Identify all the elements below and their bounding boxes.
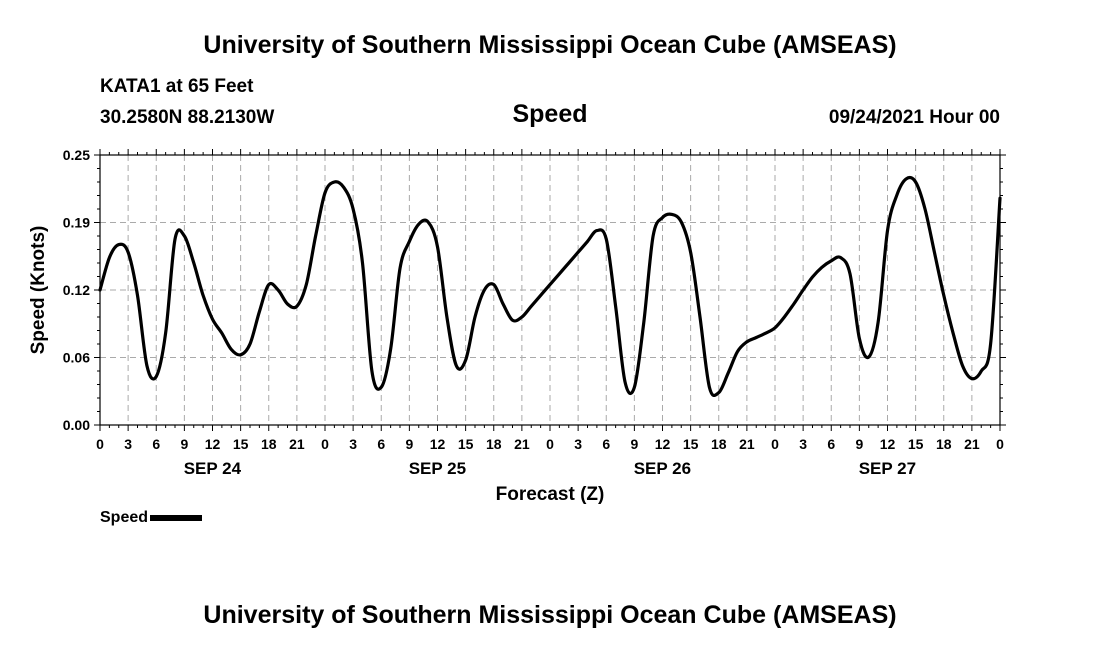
x-tick-label: 6 <box>377 436 385 452</box>
x-tick-label: 15 <box>458 436 474 452</box>
grid-lines <box>100 155 1000 425</box>
x-tick-label: 15 <box>233 436 249 452</box>
y-tick-label: 0.19 <box>63 215 90 231</box>
station-label: KATA1 at 65 Feet <box>100 76 254 97</box>
x-tick-label: 12 <box>655 436 671 452</box>
x-tick-label: 9 <box>855 436 863 452</box>
x-tick-label: 0 <box>321 436 329 452</box>
plot-title: Speed <box>512 100 588 128</box>
x-tick-label: 21 <box>739 436 755 452</box>
date-label: SEP 25 <box>409 459 466 478</box>
series-line-speed <box>98 175 1002 398</box>
x-tick-label: 6 <box>602 436 610 452</box>
x-tick-label: 3 <box>574 436 582 452</box>
x-tick-label: 6 <box>152 436 160 452</box>
x-tick-label: 21 <box>964 436 980 452</box>
legend-label: Speed <box>100 509 149 526</box>
x-tick-label: 21 <box>514 436 530 452</box>
x-tick-label: 0 <box>546 436 554 452</box>
date-labels: SEP 24 SEP 25 SEP 26 SEP 27 <box>184 459 916 478</box>
x-tick-label: 3 <box>349 436 357 452</box>
x-tick-label: 0 <box>996 436 1004 452</box>
x-tick-label: 9 <box>630 436 638 452</box>
legend: Speed <box>100 509 203 527</box>
date-label: SEP 27 <box>859 459 916 478</box>
y-tick-label: 0.00 <box>63 417 90 433</box>
x-tick-label: 3 <box>124 436 132 452</box>
y-tick-labels: 0.00 0.06 0.12 0.19 0.25 <box>63 147 90 433</box>
datetime-label: 09/24/2021 Hour 00 <box>828 107 1000 128</box>
x-tick-label: 6 <box>827 436 835 452</box>
x-tick-label: 18 <box>261 436 277 452</box>
x-tick-label: 3 <box>799 436 807 452</box>
date-label: SEP 26 <box>634 459 691 478</box>
y-tick-label: 0.06 <box>63 350 90 366</box>
x-tick-label: 15 <box>683 436 699 452</box>
y-tick-label: 0.25 <box>63 147 90 163</box>
x-tick-label: 18 <box>936 436 952 452</box>
x-tick-label: 21 <box>289 436 305 452</box>
x-tick-label: 18 <box>486 436 502 452</box>
coordinates-label: 30.2580N 88.2130W <box>100 107 275 128</box>
x-tick-label: 12 <box>205 436 221 452</box>
x-tick-labels: 0 3 6 9 12 15 18 21 0 3 6 9 12 15 18 21 0 3 6 9 12 15 18 21 0 3 6 9… <box>96 436 1004 452</box>
y-axis-title: Speed (Knots) <box>28 226 49 355</box>
top-title: University of Southern Mississippi Ocean… <box>203 31 897 59</box>
x-axis-title: Forecast (Z) <box>496 484 605 505</box>
x-tick-label: 0 <box>771 436 779 452</box>
y-tick-label: 0.12 <box>63 282 90 298</box>
legend-line-swatch <box>150 514 203 521</box>
x-tick-label: 18 <box>711 436 727 452</box>
x-tick-label: 9 <box>405 436 413 452</box>
x-tick-label: 12 <box>430 436 446 452</box>
x-tick-label: 0 <box>96 436 104 452</box>
bottom-title: University of Southern Mississippi Ocean… <box>203 601 897 629</box>
x-tick-label: 9 <box>180 436 188 452</box>
date-label: SEP 24 <box>184 459 242 478</box>
x-tick-label: 12 <box>880 436 896 452</box>
x-tick-label: 15 <box>908 436 924 452</box>
